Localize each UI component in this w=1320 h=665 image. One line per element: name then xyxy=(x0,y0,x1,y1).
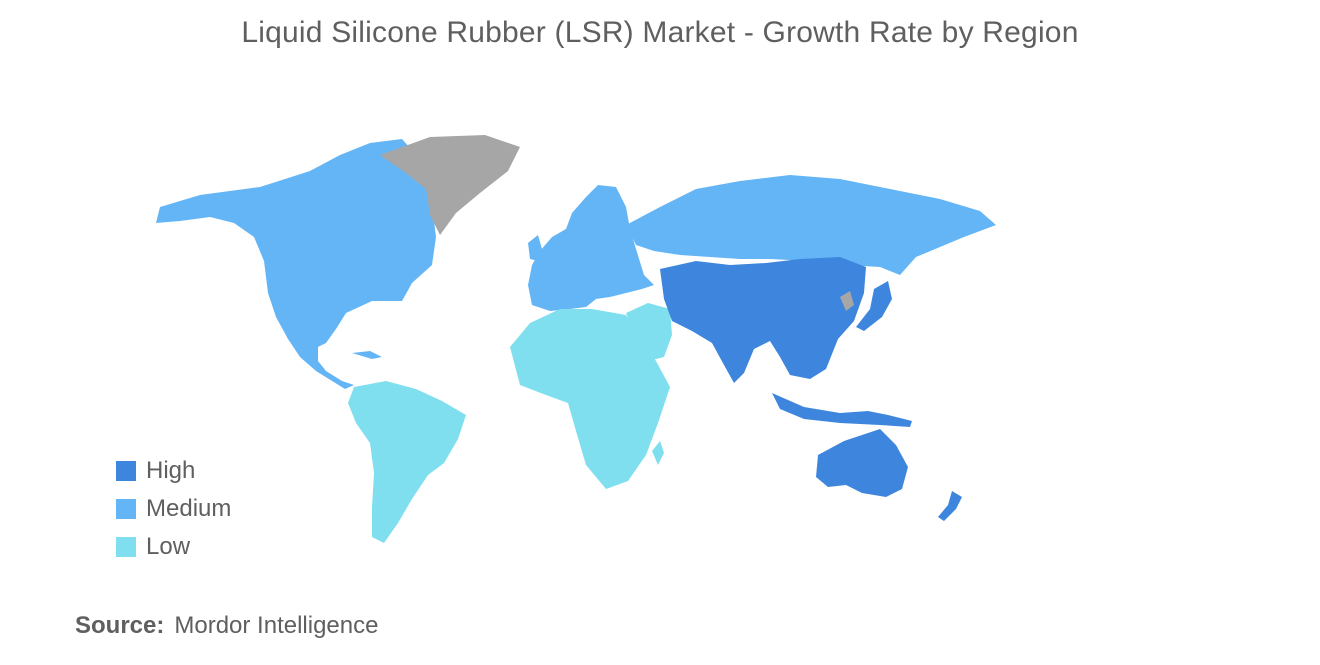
source-line: Source: Mordor Intelligence xyxy=(75,612,378,640)
region-middle-east xyxy=(626,303,672,361)
region-uk xyxy=(528,235,542,261)
region-caribbean xyxy=(352,351,382,359)
source-value: Mordor Intelligence xyxy=(174,612,379,639)
legend-swatch-medium xyxy=(116,499,136,519)
legend-item-high: High xyxy=(116,452,231,490)
legend-item-medium: Medium xyxy=(116,490,231,528)
world-map xyxy=(156,135,996,543)
region-japan xyxy=(856,281,892,331)
region-korea xyxy=(840,291,854,311)
region-greenland xyxy=(380,135,520,235)
region-south-america xyxy=(348,381,466,543)
legend-item-low: Low xyxy=(116,528,231,566)
region-new-zealand xyxy=(938,491,962,521)
legend-swatch-high xyxy=(116,461,136,481)
region-madagascar xyxy=(652,441,664,465)
region-russia xyxy=(626,175,996,275)
legend-label-medium: Medium xyxy=(146,495,232,522)
chart-title: Liquid Silicone Rubber (LSR) Market - Gr… xyxy=(241,16,1079,49)
region-europe xyxy=(528,185,654,311)
source-label: Source: xyxy=(75,612,165,639)
region-asia xyxy=(660,257,866,383)
region-north-america xyxy=(156,139,440,389)
region-australia xyxy=(816,429,908,497)
region-southeast-asia-islands xyxy=(772,393,912,427)
legend-label-high: High xyxy=(146,457,196,484)
legend-swatch-low xyxy=(116,537,136,557)
region-africa xyxy=(510,309,670,489)
legend-label-low: Low xyxy=(146,533,191,560)
legend: High Medium Low xyxy=(116,452,231,566)
